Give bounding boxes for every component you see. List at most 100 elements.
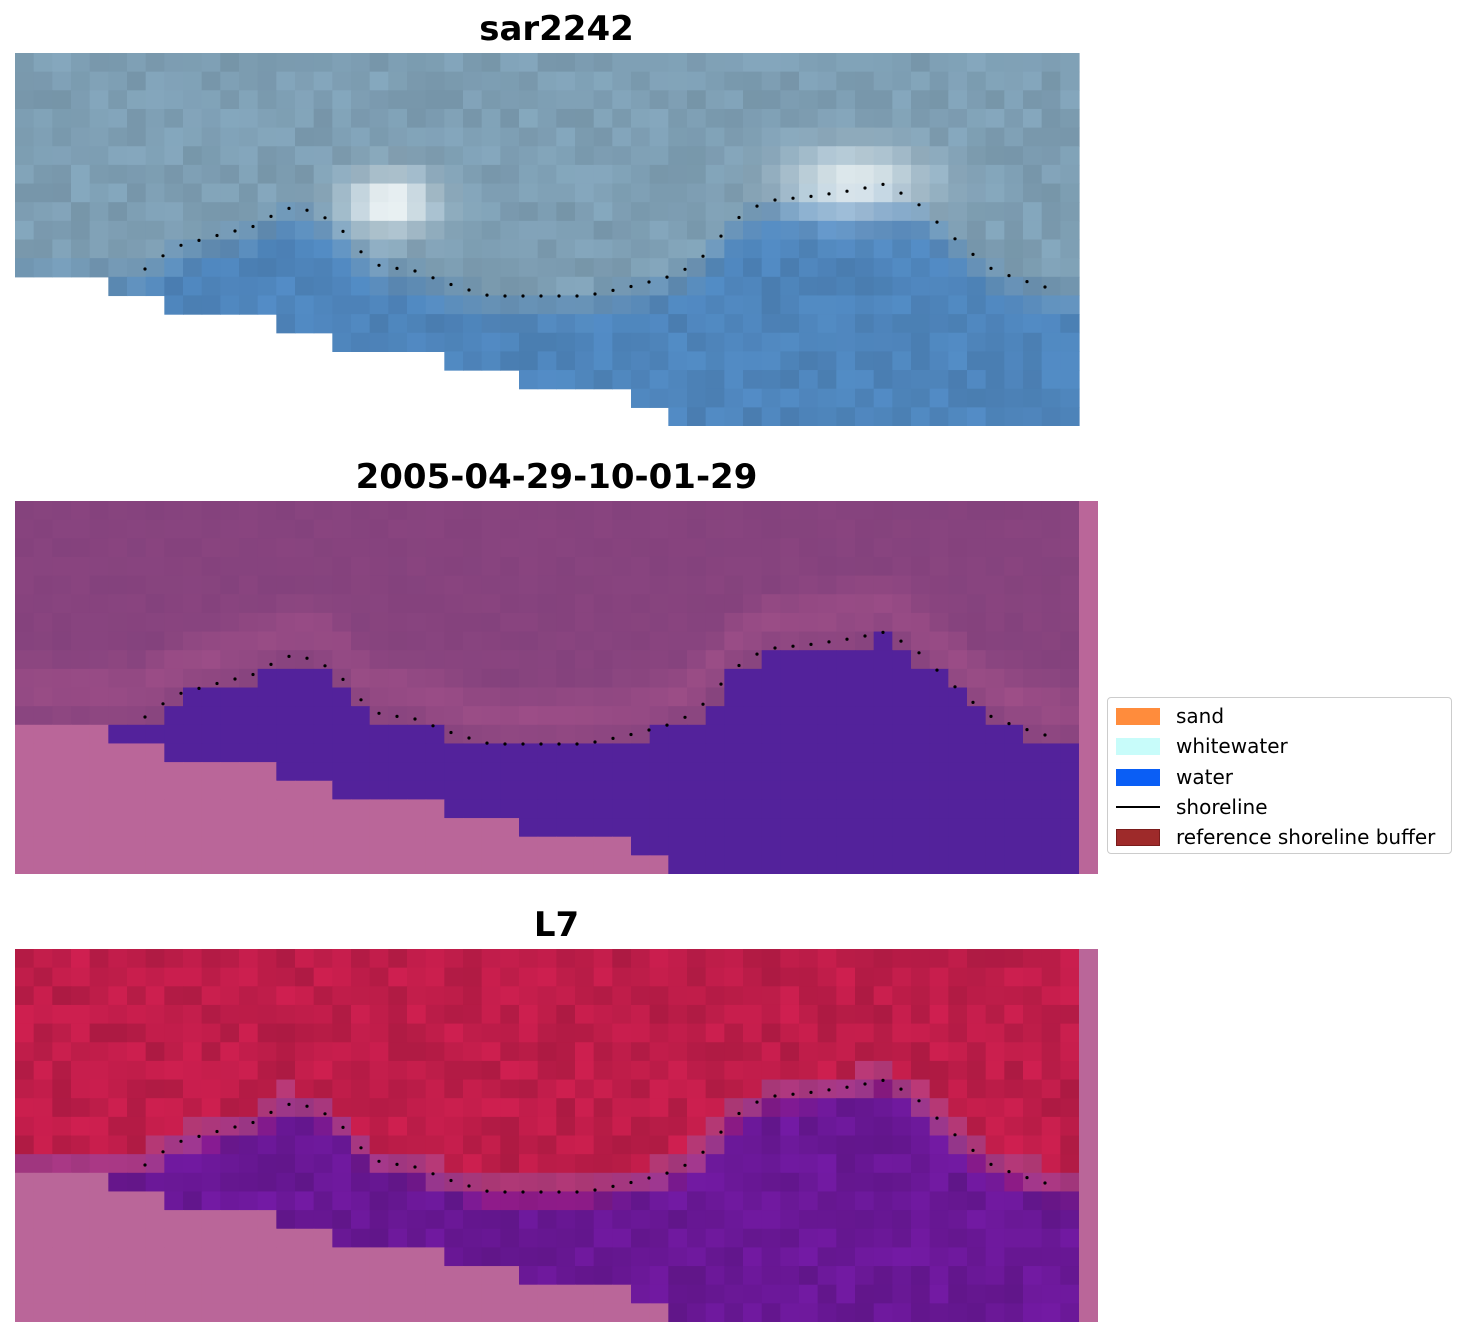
shoreline-point <box>917 1099 921 1103</box>
shoreline-point <box>989 714 993 718</box>
shoreline-point <box>215 1129 219 1134</box>
raster-pixels <box>15 501 1080 874</box>
shoreline-point <box>917 203 921 207</box>
legend-label: sand <box>1176 704 1225 728</box>
legend-label: whitewater <box>1176 734 1288 758</box>
shoreline-point <box>827 192 831 196</box>
shoreline-point <box>971 1148 975 1152</box>
shoreline-point <box>377 711 381 715</box>
shoreline-point <box>539 742 543 746</box>
shoreline-point <box>1043 733 1047 737</box>
shoreline-point <box>395 714 399 718</box>
shoreline-point <box>719 234 723 238</box>
shoreline-point <box>683 715 687 719</box>
shoreline-point <box>251 1120 255 1125</box>
shoreline-point <box>449 282 453 287</box>
shoreline-point <box>449 1178 453 1183</box>
shoreline-point <box>269 1110 273 1114</box>
shoreline-point <box>143 715 147 719</box>
shoreline-point <box>143 267 147 271</box>
shoreline-point <box>251 672 255 677</box>
shoreline-point <box>629 284 633 289</box>
shoreline-point <box>845 189 849 193</box>
shoreline-point <box>647 280 651 284</box>
shoreline-point <box>233 1125 237 1129</box>
shoreline-point <box>593 292 597 296</box>
shoreline-point <box>719 682 723 686</box>
shoreline-point <box>629 732 633 737</box>
shoreline-point <box>989 1162 993 1166</box>
shoreline-point <box>665 275 669 279</box>
shoreline-point <box>521 294 525 298</box>
shoreline-point <box>791 644 795 648</box>
shoreline-point <box>305 1104 309 1108</box>
shoreline-point <box>323 664 327 668</box>
shoreline-dots <box>143 1078 1047 1194</box>
shoreline-point <box>683 1163 687 1167</box>
shoreline-dots <box>143 630 1047 746</box>
shoreline-point <box>377 1159 381 1163</box>
shoreline-point <box>683 267 687 271</box>
shoreline-point <box>485 1189 489 1193</box>
shoreline-point <box>737 663 741 668</box>
shoreline-point <box>179 243 183 247</box>
shoreline-point <box>917 651 921 655</box>
shoreline-point <box>953 1133 957 1137</box>
shoreline-point <box>305 208 309 212</box>
shoreline-point <box>791 196 795 200</box>
shoreline-point <box>161 1150 165 1154</box>
shoreline-point <box>359 250 363 254</box>
whitewater-swatch <box>1116 737 1160 755</box>
shoreline-point <box>935 1116 939 1120</box>
shoreline-point <box>503 742 507 746</box>
shoreline-point <box>269 662 273 666</box>
shoreline-point <box>413 1165 417 1169</box>
shoreline-point <box>323 216 327 220</box>
shoreline-point <box>755 1100 759 1104</box>
shoreline-point <box>359 1146 363 1150</box>
reference-buffer-swatch <box>1116 828 1160 846</box>
index-image-panel <box>15 949 1098 1322</box>
shoreline-point <box>413 269 417 273</box>
shoreline-point <box>503 294 507 298</box>
shoreline-point <box>341 229 345 233</box>
shoreline-point <box>665 723 669 727</box>
shoreline-point <box>413 717 417 721</box>
shoreline-point <box>395 1162 399 1166</box>
shoreline-point <box>953 237 957 241</box>
shoreline-point <box>845 1085 849 1089</box>
shoreline-point <box>161 702 165 706</box>
classified-image-panel <box>15 501 1098 874</box>
shoreline-line-swatch <box>1116 806 1160 808</box>
shoreline-point <box>1007 722 1011 726</box>
shoreline-point <box>1007 1170 1011 1174</box>
shoreline-point <box>899 191 903 195</box>
shoreline-point <box>449 730 453 735</box>
shoreline-point <box>773 198 777 202</box>
shoreline-point <box>179 1139 183 1143</box>
shoreline-point <box>881 182 885 186</box>
shoreline-point <box>989 266 993 270</box>
shoreline-point <box>467 1184 471 1188</box>
shoreline-point <box>791 1092 795 1096</box>
sand-swatch <box>1116 707 1160 725</box>
shoreline-point <box>485 293 489 297</box>
shoreline-point <box>539 294 543 298</box>
shoreline-point <box>323 1112 327 1116</box>
shoreline-point <box>287 206 291 210</box>
shoreline-point <box>557 294 561 298</box>
shoreline-point <box>755 204 759 208</box>
legend-item-sand: sand <box>1116 703 1224 729</box>
shoreline-point <box>647 728 651 732</box>
shoreline-point <box>809 194 813 198</box>
shoreline-point <box>737 215 741 220</box>
shoreline-point <box>431 724 435 728</box>
shoreline-point <box>287 1102 291 1106</box>
shoreline-point <box>179 691 183 695</box>
shoreline-point <box>269 214 273 218</box>
shoreline-point <box>575 294 579 298</box>
shoreline-point <box>161 254 165 258</box>
shoreline-point <box>1007 274 1011 278</box>
legend-item-water: water <box>1116 764 1233 790</box>
shoreline-point <box>1025 1176 1029 1180</box>
